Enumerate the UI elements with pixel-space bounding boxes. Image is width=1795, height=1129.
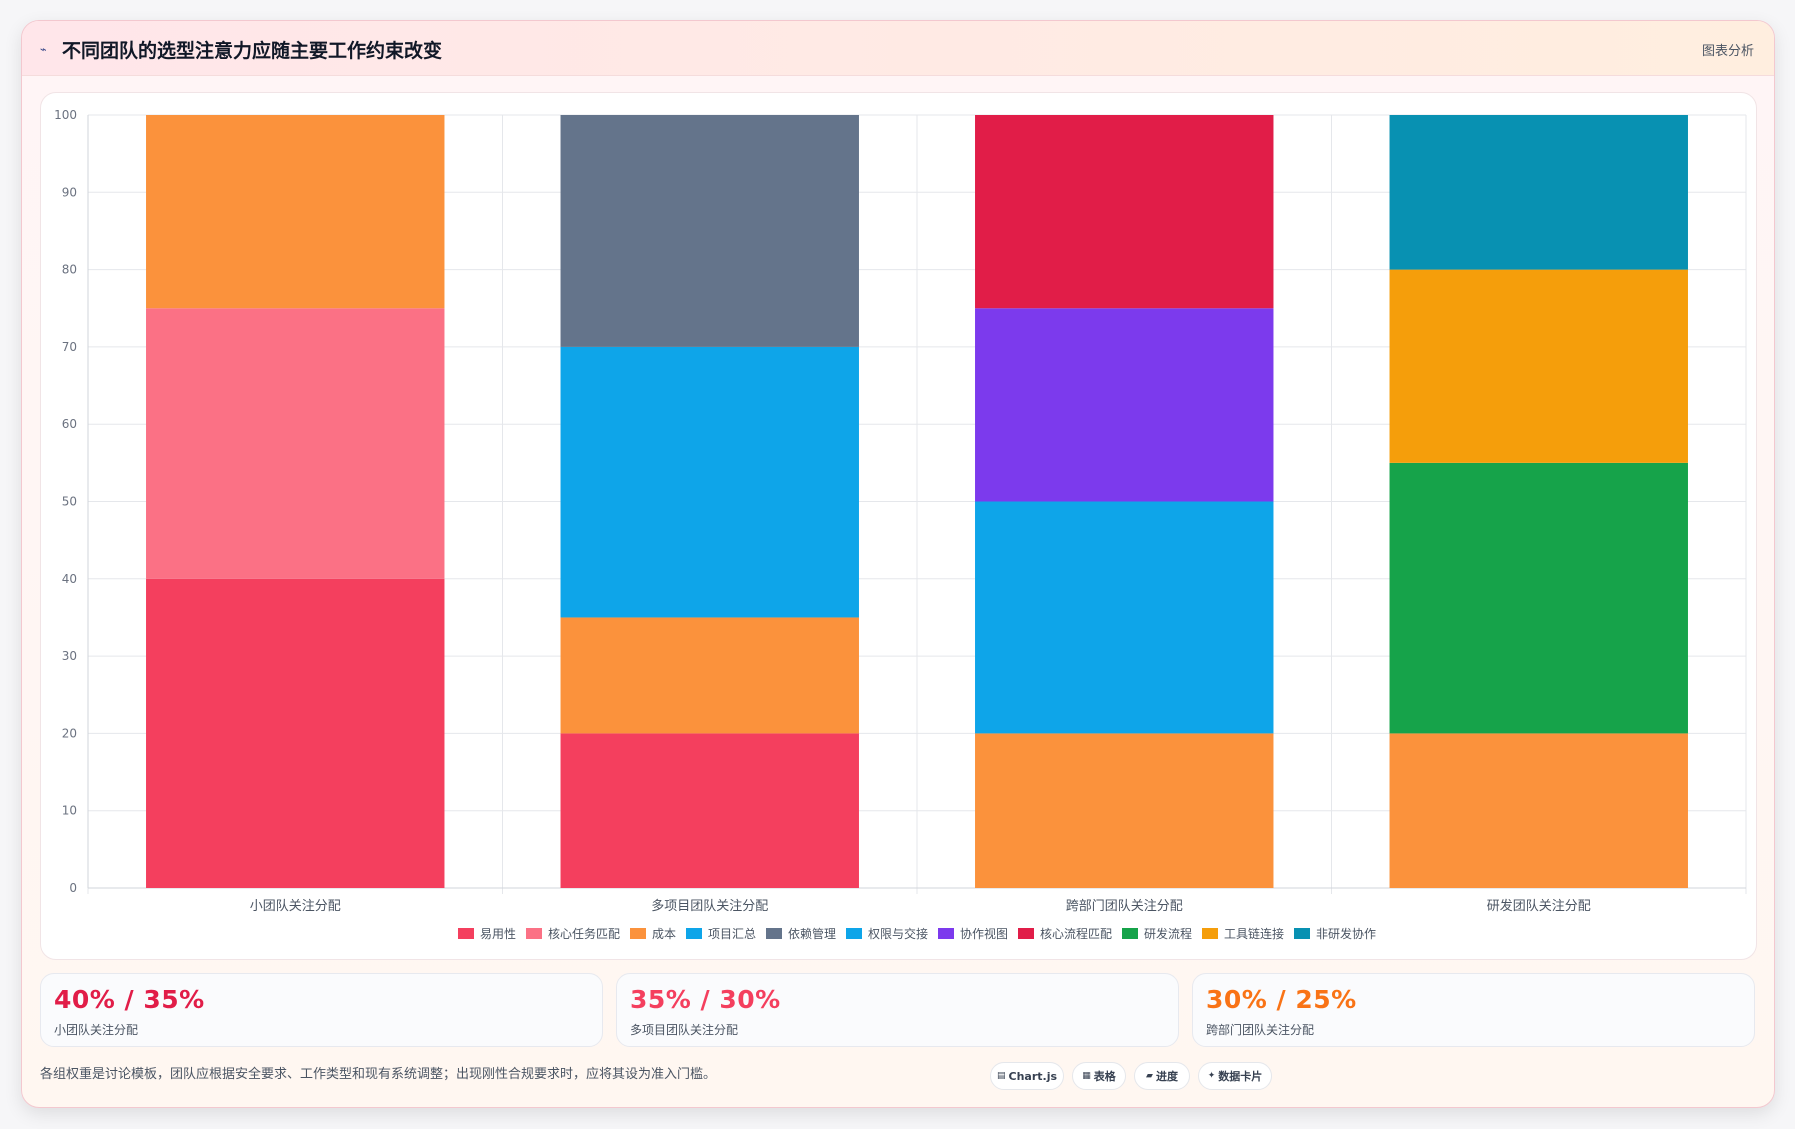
chip-label: 进度	[1155, 1070, 1178, 1083]
y-tick-label: 70	[62, 340, 77, 354]
legend-label: 工具链连接	[1224, 926, 1284, 941]
legend-label: 核心任务匹配	[548, 926, 620, 941]
sparkle-icon: ✦	[1207, 1071, 1216, 1081]
stat-label: 跨部门团队关注分配	[1206, 1023, 1315, 1037]
stat-card-cross-dept-team: 30% / 25% 跨部门团队关注分配	[1192, 973, 1755, 1047]
y-tick-label: 0	[69, 881, 77, 895]
bar-segment	[146, 115, 445, 309]
x-tick-label: 跨部门团队关注分配	[1066, 899, 1183, 914]
stat-label: 多项目团队关注分配	[630, 1023, 739, 1037]
bar-segment	[560, 617, 859, 734]
chart-line-icon: ⌁	[40, 43, 47, 56]
y-tick-label: 60	[62, 417, 77, 431]
x-tick-label: 多项目团队关注分配	[651, 898, 768, 914]
y-tick-label: 10	[62, 804, 77, 818]
bar-segment	[1389, 462, 1688, 734]
bar-segment	[975, 115, 1274, 309]
chip-label: Chart.js	[1008, 1069, 1058, 1083]
legend-label: 成本	[652, 927, 676, 941]
legend-label: 研发流程	[1144, 926, 1192, 941]
stat-label: 小团队关注分配	[54, 1023, 139, 1037]
legend-label: 非研发协作	[1316, 926, 1376, 941]
stat-value: 35% / 30%	[630, 985, 781, 1014]
chip-label: 表格	[1093, 1070, 1116, 1083]
y-tick-label: 90	[62, 185, 77, 199]
chart-card: ⌁ 不同团队的选型注意力应随主要工作约束改变 图表分析 0 10 20 30 40 50 6…	[21, 20, 1775, 1108]
chip-progress[interactable]: ▰ 进度	[1134, 1062, 1190, 1090]
legend-swatch	[1018, 928, 1035, 939]
legend-label: 权限与交接	[868, 926, 928, 941]
legend-swatch	[1202, 928, 1219, 939]
legend-label: 核心流程匹配	[1040, 926, 1112, 941]
stat-value: 40% / 35%	[54, 985, 205, 1014]
y-tick-label: 50	[62, 495, 77, 509]
legend-swatch	[457, 928, 474, 939]
chip-label: 数据卡片	[1218, 1070, 1263, 1083]
legend-swatch	[1294, 928, 1311, 939]
chart-panel: 0 10 20 30 40 50 60 70 80 90 100 小团队关注分配 多项目团队关注分配 跨部…	[40, 92, 1757, 960]
bar-segment	[975, 733, 1274, 888]
bar-segment	[1389, 115, 1688, 270]
legend-swatch	[938, 928, 954, 939]
stat-card-small-team: 40% / 35% 小团队关注分配	[40, 973, 603, 1047]
stat-card-multi-project-team: 35% / 30% 多项目团队关注分配	[616, 973, 1179, 1047]
bar-segment	[1389, 269, 1688, 463]
legend-label: 依赖管理	[788, 926, 836, 941]
y-tick-label: 40	[62, 572, 77, 586]
progress-icon: ▰	[1146, 1071, 1153, 1081]
bar-segment	[560, 115, 859, 347]
bar-segment	[146, 578, 445, 888]
legend-swatch	[629, 928, 646, 939]
x-tick-label: 研发团队关注分配	[1487, 898, 1591, 914]
bar-segment	[560, 346, 859, 618]
chip-data-card[interactable]: ✦ 数据卡片	[1198, 1062, 1272, 1090]
stacked-bar-chart: 0 10 20 30 40 50 60 70 80 90 100 小团队关注分配 多项目团队关注分配 跨部…	[54, 108, 1747, 941]
y-tick-label: 30	[62, 649, 77, 663]
bar-segment	[560, 733, 859, 888]
legend-label: 项目汇总	[708, 927, 756, 941]
x-tick-label: 小团队关注分配	[250, 899, 341, 914]
bar-segment	[146, 308, 445, 579]
legend-swatch	[525, 928, 542, 939]
bar-segment	[1389, 733, 1688, 888]
legend-swatch	[765, 928, 782, 939]
card-header: ⌁ 不同团队的选型注意力应随主要工作约束改变 图表分析	[22, 21, 1774, 76]
legend-swatch	[685, 928, 702, 939]
footer-note: 各组权重是讨论模板，团队应根据安全要求、工作类型和现有系统调整；出现刚性合规要求…	[40, 1067, 717, 1082]
bar-segment	[975, 308, 1274, 502]
legend-label: 易用性	[480, 927, 516, 941]
chart-analysis-label[interactable]: 图表分析	[1701, 44, 1754, 59]
table-icon: ▦	[1082, 1071, 1091, 1081]
legend-swatch	[1122, 928, 1139, 939]
chart-icon: ▤	[996, 1071, 1006, 1081]
legend-swatch	[845, 928, 862, 939]
legend-label: 协作视图	[960, 926, 1008, 941]
y-tick-label: 100	[54, 108, 77, 122]
chip-chartjs[interactable]: ▤ Chart.js	[990, 1062, 1064, 1090]
stat-value: 30% / 25%	[1206, 985, 1357, 1014]
bar-segment	[975, 501, 1274, 734]
y-tick-label: 20	[62, 726, 77, 740]
chip-table[interactable]: ▦ 表格	[1072, 1062, 1126, 1090]
card-title: 不同团队的选型注意力应随主要工作约束改变	[62, 40, 443, 62]
y-tick-label: 80	[62, 263, 77, 277]
